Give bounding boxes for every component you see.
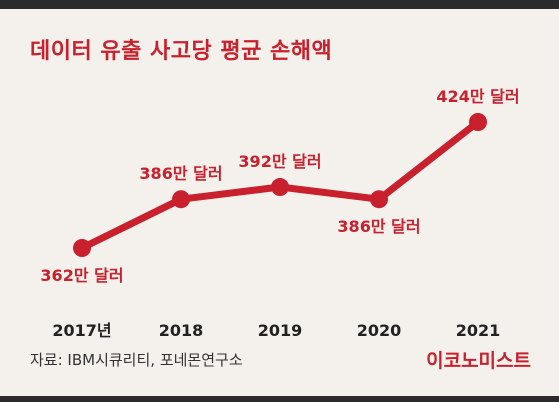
x-tick-label: 2021 bbox=[456, 321, 501, 340]
data-label: 386만 달러 bbox=[337, 217, 420, 236]
brand-logo: 이코노미스트 bbox=[426, 350, 531, 372]
x-tick-label: 2019 bbox=[258, 321, 303, 340]
data-label: 362만 달러 bbox=[40, 266, 123, 285]
data-point bbox=[73, 239, 91, 257]
data-labels: 362만 달러 386만 달러 392만 달러 386만 달러 424만 달러 bbox=[40, 87, 519, 285]
chart-title: 데이터 유출 사고당 평균 손해액 bbox=[30, 39, 333, 64]
data-point bbox=[370, 190, 388, 209]
data-point bbox=[469, 113, 487, 131]
data-label: 424만 달러 bbox=[436, 87, 519, 106]
data-points bbox=[73, 113, 487, 257]
source-note: 자료: IBM시큐리티, 포네몬연구소 bbox=[30, 351, 243, 369]
data-point bbox=[271, 178, 289, 197]
x-tick-label: 2018 bbox=[159, 321, 204, 340]
bottom-bar bbox=[0, 396, 559, 402]
x-tick-label: 2017년 bbox=[52, 321, 111, 340]
data-label: 392만 달러 bbox=[238, 152, 321, 171]
data-point bbox=[172, 190, 190, 209]
x-tick-label: 2020 bbox=[357, 321, 402, 340]
data-label: 386만 달러 bbox=[139, 164, 222, 183]
x-axis-tick-labels: 2017년 2018 2019 2020 2021 bbox=[52, 321, 500, 340]
top-bar bbox=[0, 0, 559, 9]
